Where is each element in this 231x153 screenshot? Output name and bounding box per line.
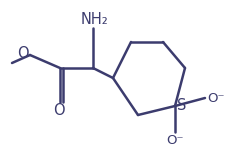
Text: O⁻: O⁻	[206, 91, 224, 104]
Text: O: O	[17, 47, 29, 62]
Text: S: S	[176, 99, 185, 114]
Text: NH₂: NH₂	[81, 12, 108, 27]
Text: O: O	[53, 103, 64, 118]
Text: O⁻: O⁻	[166, 134, 183, 147]
